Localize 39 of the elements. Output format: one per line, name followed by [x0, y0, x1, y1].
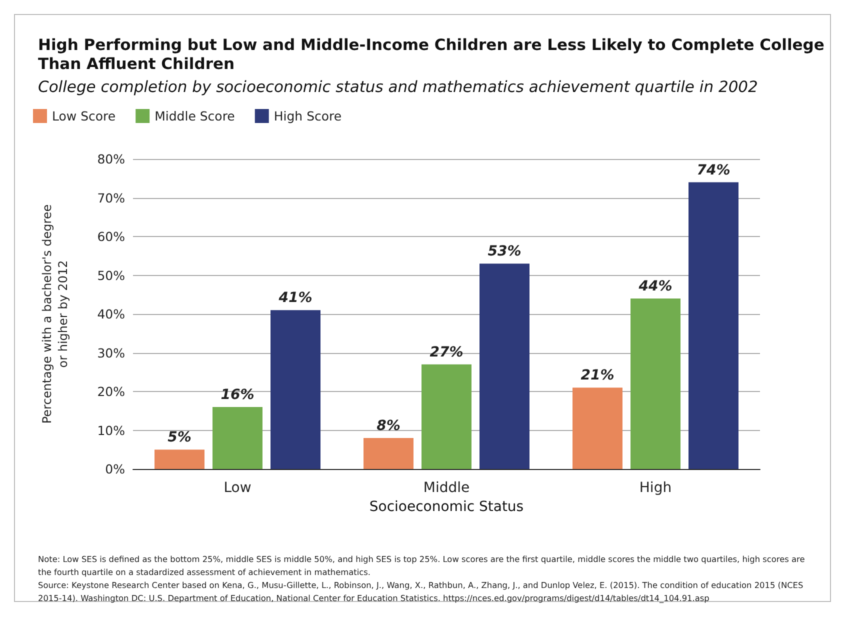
x-tick-label: Low [224, 480, 252, 496]
bar [630, 298, 680, 469]
y-tick-label: 20% [97, 384, 126, 399]
y-tick-label: 40% [97, 306, 126, 322]
y-tick-label: 60% [97, 229, 126, 244]
y-axis-title: Percentage with a bachelor's degree or higher by 2012 [40, 204, 70, 424]
bar [212, 407, 262, 469]
data-label: 21% [580, 368, 614, 384]
data-label: 16% [220, 387, 254, 403]
y-tick-label: 30% [97, 345, 126, 360]
y-tick-label: 80% [97, 152, 126, 166]
data-label: 41% [278, 290, 312, 306]
bar [364, 438, 414, 469]
bar [480, 264, 530, 469]
data-label: 5% [168, 430, 192, 446]
chart-title: High Performing but Low and Middle-Income Children are Less Likely to Complete College Than Affluent Children [38, 36, 826, 74]
x-axis-title: Socioeconomic Status [369, 498, 524, 515]
legend-label: Low Score [52, 108, 116, 124]
bar [688, 182, 738, 469]
x-tick-label: High [639, 480, 672, 496]
y-tick-label: 70% [97, 190, 126, 206]
y-tick-label: 10% [97, 422, 126, 438]
data-label: 44% [638, 278, 672, 294]
legend-label: Middle Score [154, 108, 236, 124]
x-tick-label: Middle [423, 480, 470, 496]
bar [154, 450, 204, 469]
text: Note: Low SES is defined as the bottom 25%, middle SES is middle 50%, and high SES is top 25%. Low scores are the first quartile, middle scores the middle two quartiles, high scores are the fourth quartile on a stadardized assessment of achievement in mathematics. [38, 553, 806, 579]
y-tick-label: 50% [97, 268, 126, 283]
bar [270, 310, 320, 469]
data-label: 27% [430, 344, 464, 360]
chart-subtitle: College completion by socioeconomic status and mathematics achievement quartile in 2002 [38, 78, 758, 96]
bar [572, 388, 622, 469]
data-label: 53% [488, 244, 522, 260]
data-label: 8% [376, 418, 400, 434]
data-label: 74% [696, 162, 730, 178]
legend-label: High Score [274, 108, 342, 124]
bar [422, 364, 472, 469]
source-note: Source: Keystone Research Center based on Kena, G., Musu-Gillette, L., Robinson, J., Wang, X., Rathbun, A., Zhang, J., and Dunlop Velez, E. (2015). The condition of education 2015 (NCES 2015-14). Washington DC: U.S. Department of Education, National Center for Education Statistics. https://nces.ed.gov/programs/digest/d14/tables/dt14_104.91.asp [38, 579, 804, 605]
y-tick-label: 0% [105, 462, 126, 476]
